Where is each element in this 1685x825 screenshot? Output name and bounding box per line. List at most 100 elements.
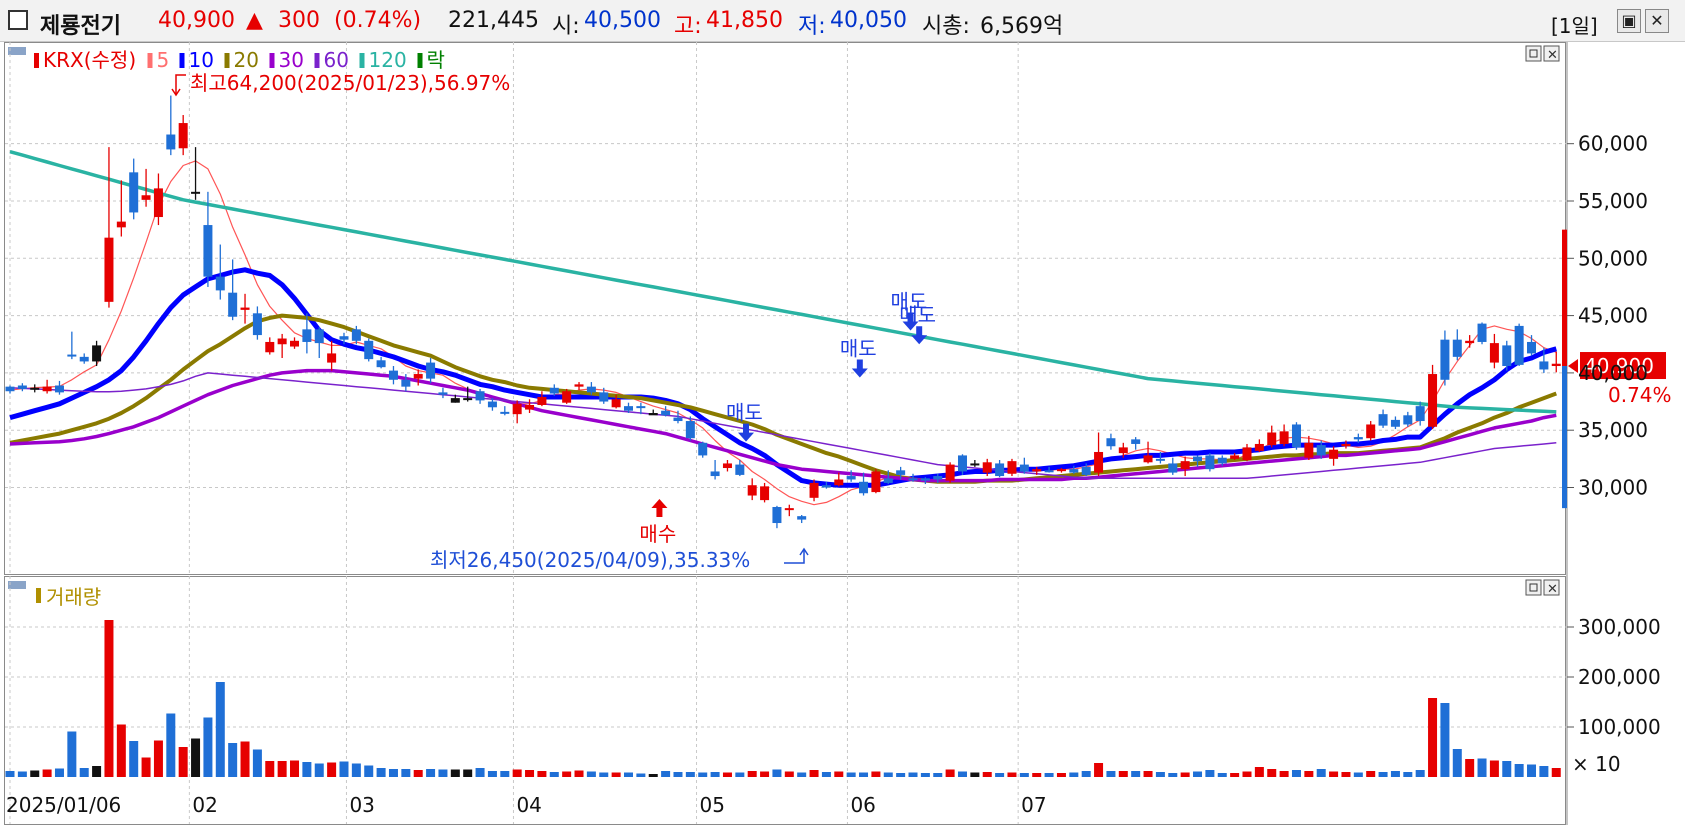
- legend-item-label[interactable]: KRX(수정): [43, 48, 136, 72]
- volume-bar: [79, 768, 89, 777]
- volume-bar: [661, 771, 671, 777]
- title-bar: 제룡전기 40,900 ▲ 300 (0.74%) 221,445 시: 40,…: [0, 0, 1685, 42]
- volume-bar: [562, 771, 572, 777]
- candle-body: [562, 391, 572, 403]
- price-panel-handle[interactable]: [8, 47, 26, 55]
- volume-bar: [1131, 771, 1141, 777]
- candle-body: [450, 398, 460, 403]
- candle-body: [821, 485, 831, 488]
- current-price: 40,900: [158, 8, 235, 33]
- candle-body: [1341, 443, 1351, 447]
- volume-bar: [1094, 763, 1104, 777]
- candle-body: [1415, 406, 1425, 422]
- candle-body: [1143, 455, 1153, 463]
- volume-bar: [1304, 771, 1314, 777]
- candle-body: [1205, 455, 1215, 470]
- volume-bar: [1205, 770, 1215, 777]
- ma-line-120: [9, 150, 1557, 414]
- period-selector[interactable]: [1일]: [1551, 14, 1598, 38]
- volume-bar: [1056, 773, 1066, 777]
- legend-item-label[interactable]: 5: [157, 48, 170, 72]
- candle-body: [215, 276, 225, 291]
- candle-body: [1366, 424, 1376, 439]
- x-tick-label: 06: [850, 793, 875, 817]
- candle-body: [685, 421, 695, 439]
- legend-swatch: [147, 53, 153, 68]
- volume-bar: [710, 772, 720, 777]
- candle-body: [834, 479, 844, 486]
- candle-body: [1539, 361, 1549, 370]
- sell-signal-label: 매도: [891, 289, 928, 313]
- max-label-arrow: [171, 88, 181, 97]
- current-price-box: [1580, 352, 1666, 380]
- candle-body: [277, 338, 287, 345]
- volume-value: 221,445: [448, 8, 539, 33]
- volume-bar: [698, 772, 708, 777]
- legend-swatch: [224, 53, 230, 68]
- candle-body: [624, 406, 633, 411]
- volume-panel-buttons[interactable]: ✕: [1525, 579, 1560, 597]
- candle-body: [982, 462, 992, 473]
- low-label: 저:: [798, 14, 826, 39]
- candle-body: [537, 396, 547, 405]
- candle-body: [30, 387, 40, 390]
- stock-name[interactable]: 제룡전기: [40, 14, 121, 39]
- volume-bar: [512, 769, 522, 777]
- volume-tick-label: 200,000: [1578, 665, 1661, 689]
- volume-bar: [487, 771, 497, 777]
- close-button[interactable]: ✕: [1645, 9, 1669, 33]
- candle-body: [512, 403, 522, 415]
- volume-bar: [302, 762, 312, 777]
- volume-bar: [1106, 771, 1116, 777]
- candle-body: [1056, 469, 1066, 472]
- candle-body: [42, 386, 52, 392]
- candle-body: [5, 386, 15, 392]
- legend-item-label[interactable]: 120: [369, 48, 407, 72]
- candle-body: [67, 354, 77, 357]
- volume-bar: [957, 771, 967, 777]
- volume-bar: [945, 769, 955, 777]
- select-checkbox[interactable]: [8, 10, 28, 30]
- volume-bar: [327, 762, 337, 777]
- legend-item-label[interactable]: 20: [234, 48, 259, 72]
- candle-body: [933, 476, 943, 480]
- volume-bar: [821, 772, 831, 777]
- volume-bar: [191, 738, 201, 777]
- open-label: 시:: [552, 14, 580, 39]
- svg-text:✕: ✕: [1547, 48, 1558, 63]
- candle-body: [438, 392, 448, 395]
- volume-bar: [1440, 703, 1450, 777]
- candle-body: [1403, 415, 1413, 425]
- legend-item-label[interactable]: 10: [189, 48, 214, 72]
- volume-bar: [846, 772, 856, 777]
- volume-bar: [141, 757, 151, 777]
- candle-body: [1193, 456, 1203, 462]
- candle-body: [1316, 445, 1326, 456]
- candle-body: [1390, 419, 1400, 427]
- volume-bar: [1403, 772, 1413, 777]
- legend-swatch: [359, 53, 365, 68]
- volume-bar: [413, 770, 423, 777]
- volume-bar: [1143, 771, 1153, 777]
- candle-body: [1465, 340, 1475, 344]
- maximize-button[interactable]: ▣: [1617, 9, 1641, 33]
- price-panel-buttons[interactable]: ✕: [1525, 45, 1560, 63]
- volume-bar: [153, 740, 163, 777]
- y-tick-label: 45,000: [1578, 304, 1648, 328]
- legend-item-label[interactable]: 60: [324, 48, 349, 72]
- candle-body: [1477, 323, 1487, 342]
- legend-item-label[interactable]: 락: [427, 48, 445, 72]
- volume-bar: [388, 769, 398, 777]
- candle-body: [1081, 466, 1091, 475]
- high-label: 고:: [674, 14, 702, 39]
- legend-item-label[interactable]: 30: [279, 48, 304, 72]
- candle-body: [710, 471, 720, 477]
- candle-body: [1378, 414, 1388, 426]
- sell-signal-label: 매도: [840, 336, 877, 360]
- volume-bar: [673, 772, 683, 777]
- volume-legend-label[interactable]: 거래량: [46, 585, 101, 609]
- candle-body: [129, 172, 139, 213]
- volume-bar: [54, 768, 64, 777]
- volume-panel-handle[interactable]: [8, 581, 26, 589]
- candle-body: [1267, 432, 1277, 446]
